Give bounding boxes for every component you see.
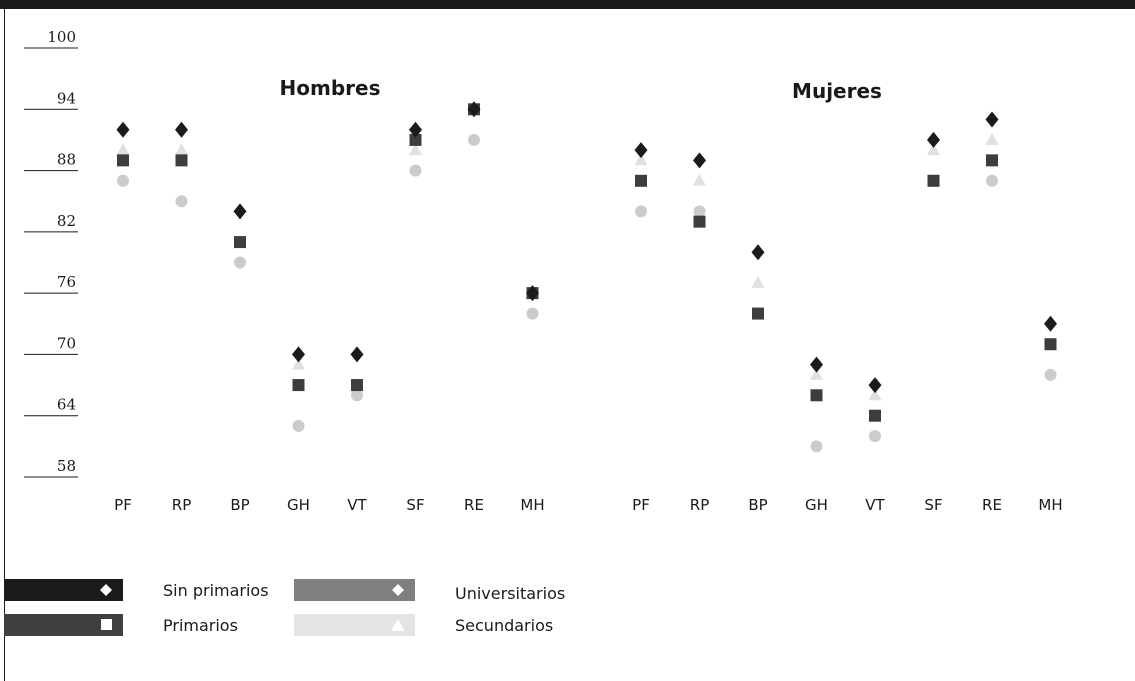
point-mujeres-primarios-re (986, 154, 998, 167)
point-hombres-secundarios-pf (116, 143, 130, 156)
legend-diamond-icon-universitarios (392, 584, 404, 596)
y-tick-label: 58 (57, 457, 76, 475)
point-mujeres-secundarios-sf (927, 143, 940, 156)
point-hombres-primarios-vt (351, 379, 363, 392)
legend-square-icon (101, 619, 112, 630)
x-tick-label-vt: VT (865, 496, 885, 514)
point-hombres-sin-primarios-bp (233, 203, 247, 220)
x-tick-label-gh: GH (805, 496, 828, 514)
legend-swatch-secundarios (294, 614, 415, 636)
y-tick-label: 76 (57, 273, 76, 291)
point-hombres-universitarios-re (468, 133, 480, 146)
legend-label-primarios: Primarios (163, 616, 238, 635)
y-tick-label: 88 (57, 151, 76, 169)
legend: Sin primarios Primarios Universitarios S… (4, 579, 565, 636)
point-mujeres-universitarios-re (986, 174, 998, 187)
point-hombres-secundarios-sf (409, 143, 422, 156)
point-mujeres-sin-primarios-pf (634, 142, 648, 159)
point-mujeres-primarios-pf (635, 174, 647, 187)
legend-swatch-sin-primarios (4, 579, 123, 601)
legend-triangle-icon (391, 619, 405, 631)
point-hombres-universitarios-mh (526, 307, 539, 320)
panel-mujeres: Mujeres PF RP BP GH VT SF RE MH (632, 79, 1062, 514)
x-tick-label-vt: VT (347, 496, 367, 514)
x-tick-label-rp: RP (172, 496, 191, 514)
point-mujeres-sin-primarios-bp (751, 244, 765, 261)
x-tick-label-re: RE (982, 496, 1002, 514)
point-mujeres-sin-primarios-re (985, 111, 999, 128)
x-tick-label-bp: BP (748, 496, 767, 514)
panel-hombres: Hombres PF RP BP GH VT SF RE MH (114, 76, 544, 514)
y-tick-label: 64 (57, 396, 76, 414)
point-mujeres-universitarios-mh (1044, 368, 1057, 381)
point-mujeres-primarios-vt (869, 409, 881, 422)
point-mujeres-secundarios-re (985, 132, 999, 145)
legend-label-universitarios: Universitarios (455, 584, 565, 603)
x-tick-label-pf: PF (632, 496, 650, 514)
point-hombres-primarios-sf (409, 133, 422, 146)
panel-title-hombres: Hombres (280, 76, 381, 100)
point-mujeres-primarios-sf (927, 174, 940, 187)
point-hombres-primarios-pf (117, 154, 129, 167)
y-tick-label: 82 (57, 212, 76, 230)
panel-title-mujeres: Mujeres (792, 79, 882, 103)
y-axis: 100 94 88 82 76 70 64 58 (24, 28, 78, 478)
legend-swatch-universitarios (294, 579, 415, 601)
point-mujeres-universitarios-gh (810, 440, 823, 453)
point-hombres-primarios-rp (175, 154, 188, 167)
legend-swatch-primarios (4, 614, 123, 636)
legend-label-sin-primarios: Sin primarios (163, 581, 269, 600)
point-hombres-universitarios-sf (409, 164, 422, 177)
point-mujeres-sin-primarios-mh (1044, 315, 1057, 332)
point-hombres-sin-primarios-gh (292, 346, 305, 363)
point-hombres-universitarios-bp (234, 256, 246, 269)
point-mujeres-secundarios-pf (634, 153, 648, 166)
point-mujeres-secundarios-gh (810, 367, 823, 380)
x-tick-label-re: RE (464, 496, 484, 514)
point-hombres-sin-primarios-mh (526, 285, 539, 302)
point-hombres-secundarios-gh (292, 357, 305, 370)
legend-label-secundarios: Secundarios (455, 616, 553, 635)
point-hombres-sin-primarios-rp (175, 121, 188, 138)
point-hombres-universitarios-gh (292, 419, 305, 432)
point-hombres-universitarios-vt (351, 389, 363, 402)
legend-diamond-icon (100, 584, 112, 596)
point-hombres-primarios-bp (234, 236, 246, 249)
point-hombres-primarios-gh (292, 379, 305, 392)
x-tick-label-gh: GH (287, 496, 310, 514)
x-tick-label-mh: MH (1038, 496, 1062, 514)
x-tick-label-rp: RP (690, 496, 709, 514)
point-mujeres-secundarios-bp (751, 275, 765, 288)
point-mujeres-universitarios-pf (635, 205, 647, 218)
point-mujeres-primarios-gh (810, 389, 823, 402)
point-hombres-sin-primarios-pf (116, 121, 130, 138)
point-mujeres-secundarios-rp (693, 173, 706, 186)
point-hombres-universitarios-pf (117, 174, 129, 187)
point-mujeres-sin-primarios-vt (868, 377, 882, 394)
point-mujeres-universitarios-vt (869, 430, 881, 443)
point-hombres-sin-primarios-vt (350, 346, 364, 363)
x-tick-label-sf: SF (924, 496, 942, 514)
point-mujeres-sin-primarios-sf (927, 131, 940, 148)
x-tick-label-bp: BP (230, 496, 249, 514)
point-mujeres-primarios-bp (752, 307, 764, 320)
point-mujeres-universitarios-rp (693, 205, 706, 218)
point-mujeres-primarios-mh (1044, 338, 1057, 351)
x-tick-label-sf: SF (406, 496, 424, 514)
y-tick-label: 100 (47, 28, 76, 46)
point-mujeres-primarios-rp (693, 215, 706, 228)
point-hombres-universitarios-rp (175, 195, 188, 208)
top-bar (0, 0, 1135, 9)
y-tick-label: 94 (57, 89, 76, 107)
point-hombres-sin-primarios-sf (409, 121, 422, 138)
point-mujeres-sin-primarios-gh (810, 356, 823, 373)
point-hombres-secundarios-rp (175, 143, 188, 156)
point-mujeres-secundarios-vt (868, 388, 882, 401)
x-tick-label-pf: PF (114, 496, 132, 514)
point-hombres-sin-primarios-re (467, 101, 481, 118)
x-tick-label-mh: MH (520, 496, 544, 514)
y-tick-label: 70 (57, 334, 76, 352)
point-mujeres-sin-primarios-rp (693, 152, 706, 169)
